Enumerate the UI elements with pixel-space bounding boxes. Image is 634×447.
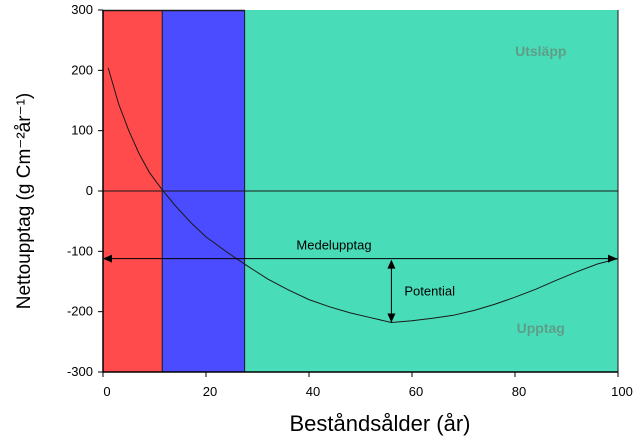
- y-axis-title: Nettoupptag (g Cm⁻²år⁻¹): [14, 93, 35, 309]
- x-axis-title: Beståndsålder (år): [290, 411, 471, 436]
- x-tick-label-4: 80: [512, 384, 526, 399]
- annotation-0: Utsläpp: [515, 43, 566, 59]
- y-tick-label-1: 200: [71, 62, 93, 77]
- series-0-line: [107, 67, 619, 324]
- y-tick-label-0: 300: [71, 2, 93, 17]
- reference-lines-layer: [103, 254, 617, 323]
- x-tick-label-1: 20: [203, 384, 217, 399]
- x-tick-label-5: 100: [611, 384, 633, 399]
- reference-line-label-1: Potential: [404, 284, 455, 299]
- y-tick-label-5: -200: [67, 304, 93, 319]
- y-tick-label-6: -300: [67, 364, 93, 379]
- y-tick-label-3: 0: [86, 183, 93, 198]
- x-tick-label-0: 0: [103, 384, 110, 399]
- y-tick-label-4: -100: [67, 243, 93, 258]
- x-tick-label-3: 60: [409, 384, 423, 399]
- x-tick-label-2: 40: [306, 384, 320, 399]
- text-layer: 300 200 100 0 -100 -200 -300 0 20 40 60 80 100 Medelu…: [14, 2, 633, 436]
- annotation-1: Upptag: [517, 320, 565, 336]
- series-layer: [107, 67, 619, 324]
- reference-line-label-0: Medelupptag: [296, 238, 371, 253]
- y-tick-label-2: 100: [71, 123, 93, 138]
- axes-layer: [98, 9, 619, 377]
